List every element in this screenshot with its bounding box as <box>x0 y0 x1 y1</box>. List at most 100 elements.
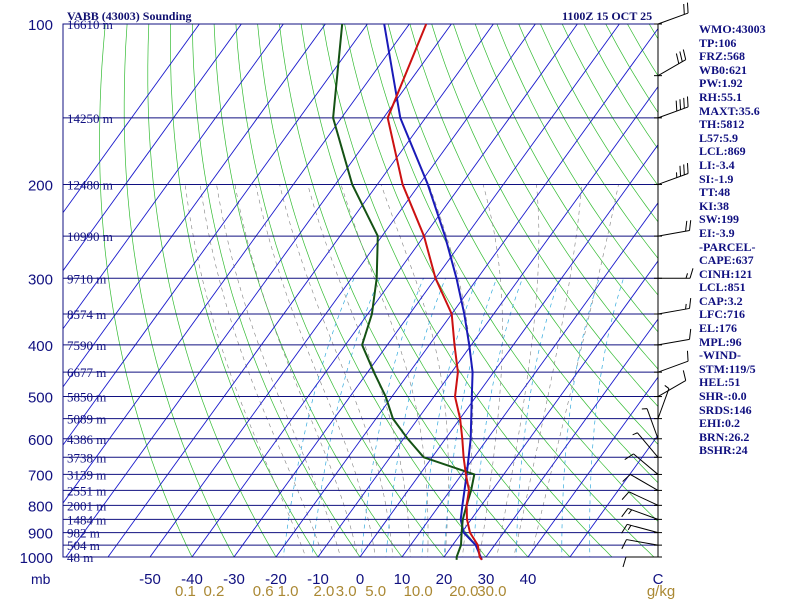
index-item: WMO:43003 <box>699 22 766 36</box>
moist-adiabat <box>199 184 324 557</box>
wind-barb-shaft <box>637 432 659 458</box>
moist-adiabat <box>279 184 394 557</box>
wind-barb-flag <box>682 49 687 60</box>
dry-adiabat <box>474 24 658 333</box>
index-item: CINH:121 <box>699 266 753 281</box>
index-item: MAXT:35.6 <box>699 103 760 118</box>
index-item: -WIND- <box>699 348 741 363</box>
index-item: MPL:96 <box>699 334 742 349</box>
temperature-tick-label: -10 <box>307 571 329 588</box>
isotherm <box>65 24 452 557</box>
moist-adiabat <box>479 184 503 557</box>
wind-barb <box>657 163 689 185</box>
wind-barb-flag <box>683 97 685 109</box>
mixing-ratio-unit-label: g/kg <box>647 583 675 600</box>
height-label: 7590 m <box>67 338 106 353</box>
index-item: STM:119/5 <box>699 361 756 376</box>
dry-adiabat <box>192 24 361 557</box>
index-item: EHI:0.2 <box>699 416 741 431</box>
wind-barb-flag <box>621 524 628 534</box>
index-item: EI:-3.9 <box>699 225 735 240</box>
index-item: SW:199 <box>699 212 740 227</box>
index-item: -PARCEL- <box>699 239 756 254</box>
mixing-ratio-line <box>421 278 478 557</box>
wind-barb-flag <box>679 165 682 177</box>
wind-barb <box>622 473 659 491</box>
dry-adiabat <box>300 24 571 557</box>
dry-adiabat <box>780 24 800 568</box>
mixing-ratio-label: 0.2 <box>203 583 224 600</box>
isotherm <box>233 24 620 557</box>
wind-barb-flag <box>686 163 689 174</box>
height-label: 14250 m <box>67 111 113 126</box>
mixing-ratio-label: 1.0 <box>278 583 299 600</box>
wind-barb <box>632 432 659 458</box>
wind-barb <box>622 556 658 568</box>
wind-barb-flag <box>689 220 692 231</box>
wind-barb <box>657 220 692 237</box>
wind-barb-flag <box>621 491 630 500</box>
wind-barb-flag <box>621 508 629 518</box>
wind-barb-shaft <box>626 523 659 534</box>
pressure-tick-label: 500 <box>28 390 53 407</box>
wind-barb-shaft <box>633 453 659 475</box>
mixing-ratio-line <box>385 278 446 557</box>
wind-barb <box>624 453 659 475</box>
wind-barb-shaft <box>628 491 659 506</box>
mixing-ratio-line <box>473 278 523 557</box>
wind-barb <box>621 491 659 506</box>
pressure-tick-label: 700 <box>28 467 53 484</box>
wind-barb-shaft <box>626 539 659 546</box>
dry-adiabat <box>518 24 658 259</box>
wind-barb-flag <box>621 539 627 550</box>
height-label: 504 m <box>67 538 100 553</box>
wind-barb-flag <box>686 96 689 107</box>
mixing-ratio-label: 5.0 <box>365 583 386 600</box>
index-item: KI:38 <box>699 198 729 213</box>
wind-barb-shaft <box>630 473 659 491</box>
wind-barb-flag <box>689 298 692 309</box>
height-label: 3139 m <box>67 467 106 482</box>
plot-area <box>63 24 800 568</box>
height-label: 982 m <box>67 526 100 541</box>
index-item: SRDS:146 <box>699 402 752 417</box>
dry-adiabat <box>409 24 658 445</box>
wind-barb <box>621 523 659 534</box>
wind-barb <box>641 408 659 439</box>
pressure-tick-label: 800 <box>28 498 53 515</box>
pressure-tick-label: 1000 <box>20 550 53 567</box>
index-item: LCL:851 <box>699 280 746 295</box>
dry-adiabat <box>99 24 193 557</box>
isotherm <box>63 24 242 272</box>
index-item: BSHR:24 <box>699 443 748 458</box>
pressure-tick-label: 300 <box>28 271 53 288</box>
isotherm <box>401 202 658 557</box>
plot-frame <box>62 23 659 558</box>
height-label: 3738 m <box>67 450 106 465</box>
wind-barb-flag <box>685 220 688 232</box>
mixing-ratio-label: 3.0 <box>336 583 357 600</box>
mixing-ratio-line <box>561 278 600 557</box>
height-label: 5089 m <box>67 412 106 427</box>
wind-barb-flag <box>622 474 631 482</box>
height-label: 10990 m <box>67 229 113 244</box>
wind-barb-flag <box>675 53 680 64</box>
wind-barb-flag <box>624 453 634 461</box>
pressure-tick-label: 400 <box>28 338 53 355</box>
pressure-tick-label: 900 <box>28 526 53 543</box>
wind-barb <box>658 268 694 279</box>
index-item: CAPE:637 <box>699 253 754 268</box>
isotherm <box>63 24 410 504</box>
wind-barb-flag <box>683 3 685 15</box>
chart-time: 1100Z 15 OCT 25 <box>562 9 653 23</box>
wind-barb-half <box>685 303 687 310</box>
dry-adiabat <box>387 24 658 484</box>
wind-barb-flag <box>686 350 689 362</box>
index-item: RH:55.1 <box>699 89 742 104</box>
isotherm <box>527 376 658 557</box>
isotherm <box>275 27 658 557</box>
isotherm <box>63 24 284 330</box>
wind-barb-shaft <box>657 380 686 397</box>
wind-barb-flag <box>675 100 678 112</box>
